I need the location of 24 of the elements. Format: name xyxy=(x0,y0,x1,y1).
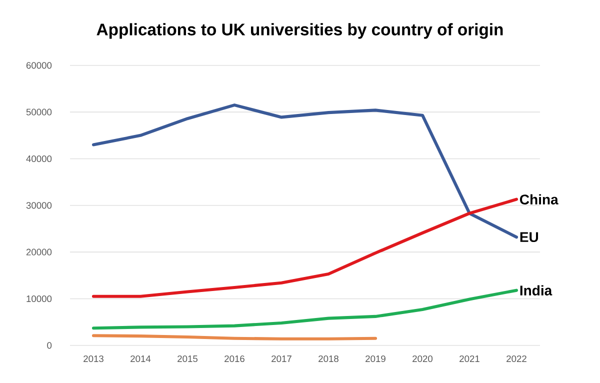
series-label: EU xyxy=(520,232,538,242)
y-tick-label: 30000 xyxy=(26,202,52,209)
chart-title: Applications to UK universities by country of origin xyxy=(96,23,503,39)
series-label: China xyxy=(520,194,558,204)
y-tick-label: 50000 xyxy=(26,108,52,116)
line-series xyxy=(92,198,518,298)
x-tick-label: 2017 xyxy=(272,355,292,362)
y-tick-label: 40000 xyxy=(26,155,52,162)
y-tick-label: 20000 xyxy=(26,248,52,256)
series-label: India xyxy=(520,285,552,296)
x-tick-label: 2016 xyxy=(224,355,244,362)
x-tick-label: 2014 xyxy=(130,355,151,362)
x-tick-label: 2019 xyxy=(366,355,386,362)
x-tick-label: 2021 xyxy=(460,355,480,362)
line-series xyxy=(92,104,518,239)
x-tick-label: 2013 xyxy=(84,355,104,362)
y-tick-label: 10000 xyxy=(26,295,52,302)
line-series xyxy=(92,288,518,330)
y-tick-label: 0 xyxy=(47,342,52,349)
x-tick-label: 2015 xyxy=(178,355,198,362)
x-tick-label: 2020 xyxy=(412,355,433,362)
y-tick-label: 60000 xyxy=(26,62,52,69)
x-tick-label: 2018 xyxy=(318,355,338,362)
x-tick-label: 2022 xyxy=(506,355,526,362)
